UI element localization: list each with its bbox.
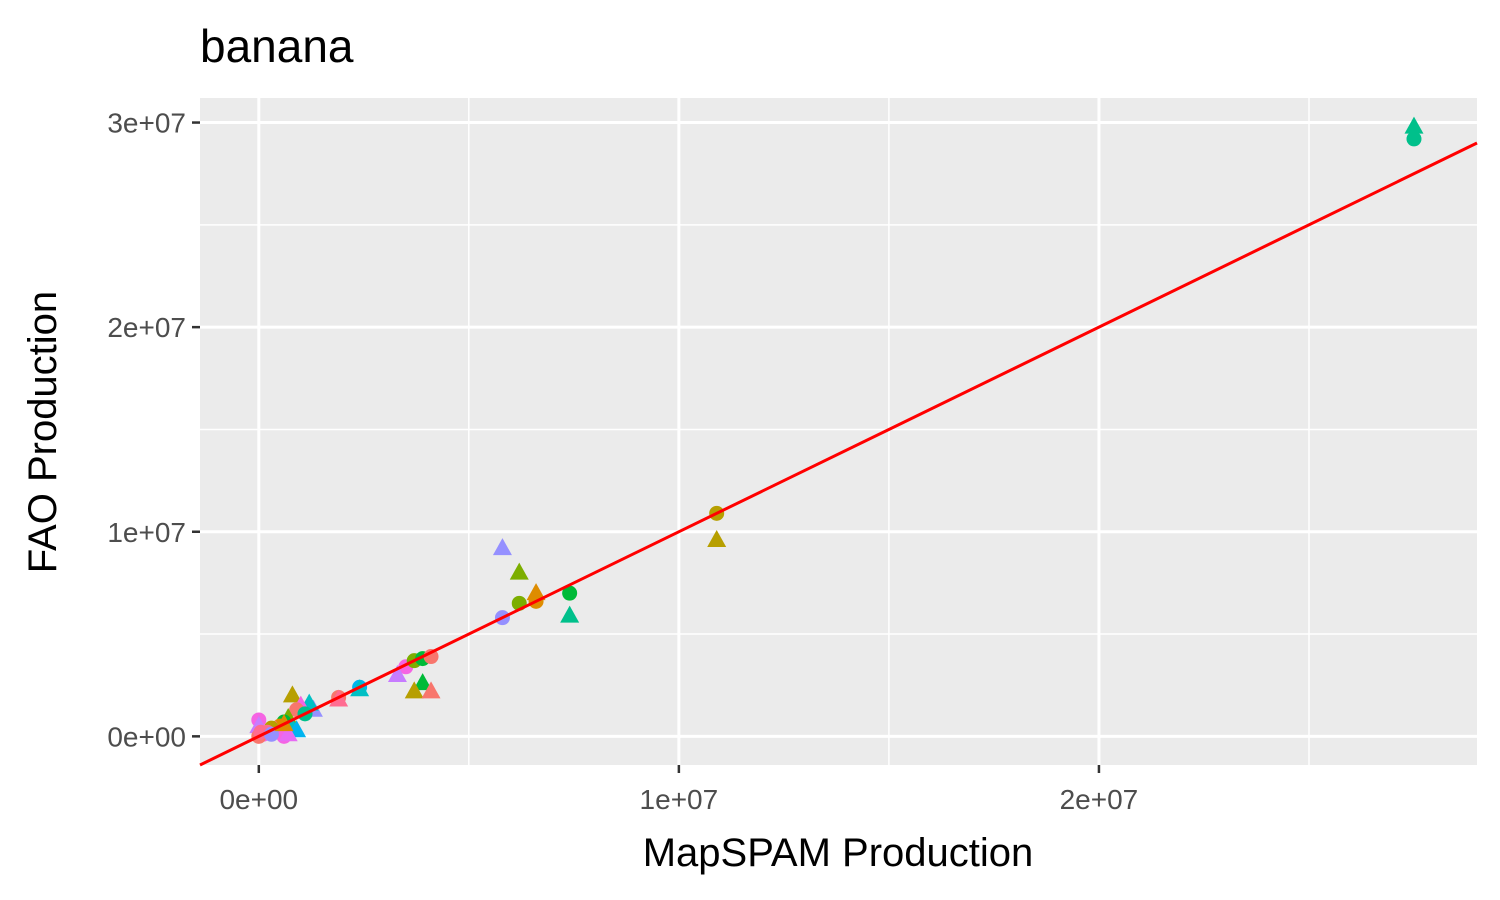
x-axis: 0e+00 1e+07 2e+07	[219, 765, 1138, 815]
major-gridlines	[200, 98, 1477, 765]
data-point-triangle	[282, 685, 302, 703]
minor-gridlines	[200, 98, 1477, 765]
y-tick-label: 0e+00	[107, 721, 186, 752]
data-point-triangle	[404, 681, 424, 699]
data-point-triangle	[560, 605, 580, 623]
x-axis-title: MapSPAM Production	[643, 831, 1034, 875]
x-tick-label: 0e+00	[219, 784, 298, 815]
x-tick-label: 2e+07	[1060, 784, 1139, 815]
y-axis: 0e+00 1e+07 2e+07 3e+07	[107, 108, 200, 752]
plot-panel	[200, 98, 1477, 765]
data-point-triangle	[1404, 116, 1424, 134]
y-tick-label: 1e+07	[107, 517, 186, 548]
data-point-triangle	[421, 681, 441, 699]
data-point-triangle	[413, 673, 433, 691]
data-point-triangle	[387, 664, 407, 682]
data-point-triangle	[492, 538, 512, 556]
y-tick-label: 3e+07	[107, 108, 186, 139]
data-point-circle	[562, 585, 578, 601]
data-points	[249, 116, 1424, 744]
data-point-triangle	[707, 529, 727, 547]
reference-line	[199, 141, 1478, 767]
chart-title: banana	[200, 20, 354, 72]
x-tick-label: 1e+07	[640, 784, 719, 815]
data-point-circle	[1406, 131, 1422, 147]
data-point-triangle	[278, 724, 298, 742]
y-tick-label: 2e+07	[107, 312, 186, 343]
data-point-triangle	[509, 562, 529, 580]
y-axis-title: FAO Production	[21, 291, 65, 573]
